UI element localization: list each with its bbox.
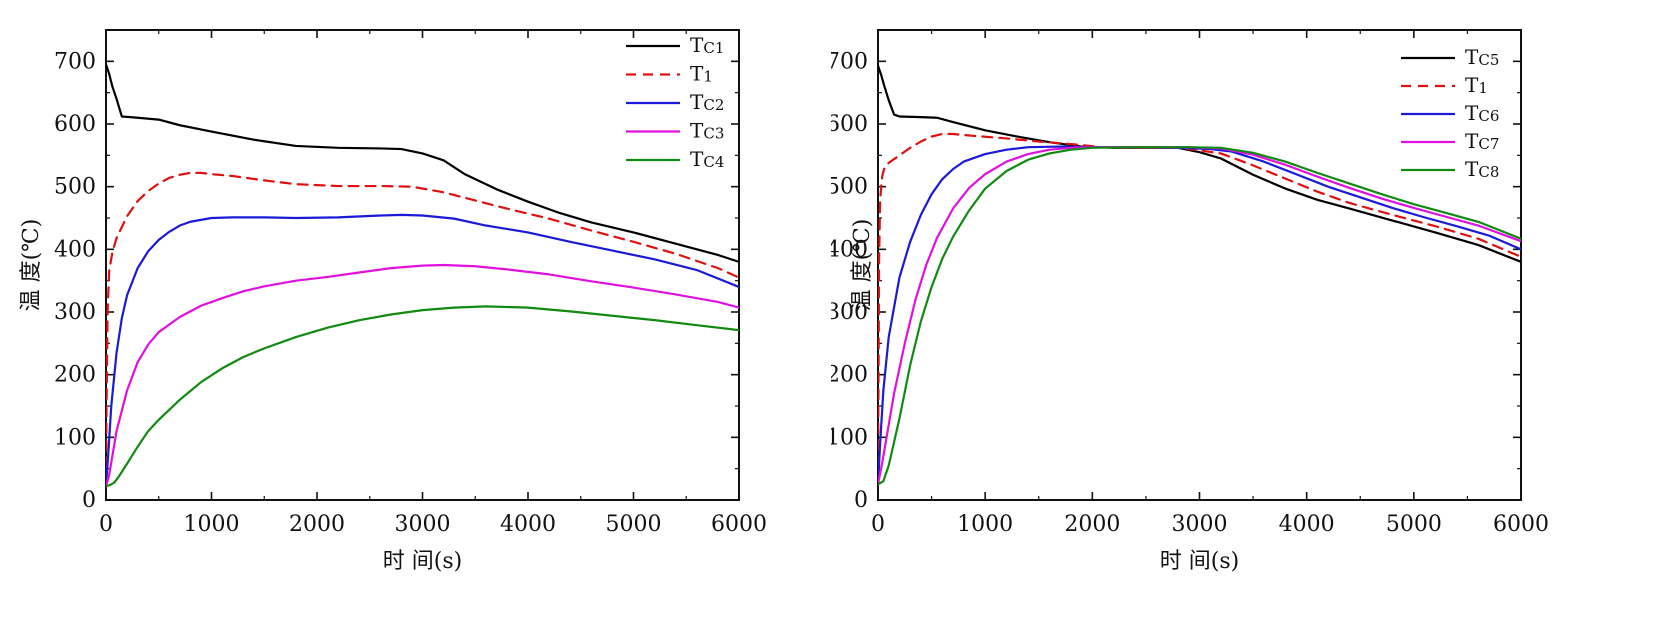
chart-panel-left: 0 1000 2000 3000 4000 5000 6000 0 100 200 300 400 50… bbox=[0, 0, 831, 618]
chart-1-y-tick-label-7: 700 bbox=[831, 49, 868, 74]
chart-1-y-tick-label-1: 100 bbox=[831, 425, 868, 450]
chart-1-x-tick-label-3: 3000 bbox=[1172, 512, 1228, 537]
chart-0-series-line-2 bbox=[106, 213, 739, 488]
chart-1-legend-label-1: T1 bbox=[1465, 73, 1488, 98]
chart-0-legend: TC1 T1 TC2 TC3 TC4 bbox=[626, 33, 724, 172]
chart-1-x-tick-label-0: 0 bbox=[871, 512, 885, 537]
chart-0-x-tick-label-6: 6000 bbox=[711, 512, 767, 537]
chart-0-legend-label-0: TC1 bbox=[690, 33, 724, 58]
chart-panel-right: 0 1000 2000 3000 4000 5000 6000 0 100 200 300 400 50… bbox=[831, 0, 1662, 618]
chart-1-legend-label-4: TC8 bbox=[1465, 157, 1499, 182]
chart-0-plot-area bbox=[106, 63, 739, 488]
chart-1-y-tick-label-3: 300 bbox=[831, 300, 868, 325]
chart-0-y-tick-label-1: 100 bbox=[54, 425, 96, 450]
chart-1-y-tick-label-4: 400 bbox=[831, 237, 868, 262]
chart-1-y-tick-label-2: 200 bbox=[831, 363, 868, 388]
chart-0-legend-label-1: T1 bbox=[690, 61, 713, 86]
chart-right: 0 1000 2000 3000 4000 5000 6000 0 100 200 300 400 50… bbox=[831, 0, 1662, 618]
chart-0-y-tick-label-6: 600 bbox=[54, 112, 96, 137]
chart-left: 0 1000 2000 3000 4000 5000 6000 0 100 200 300 400 50… bbox=[0, 0, 831, 618]
chart-1-legend-label-2: TC6 bbox=[1465, 101, 1499, 126]
chart-1-plot-area bbox=[878, 64, 1521, 486]
chart-1-x-tick-label-2: 2000 bbox=[1064, 512, 1120, 537]
chart-1-x-tick-label-1: 1000 bbox=[957, 512, 1013, 537]
chart-0-x-tick-label-0: 0 bbox=[99, 512, 113, 537]
chart-0-legend-label-2: TC2 bbox=[690, 90, 724, 115]
chart-0-series-line-3 bbox=[106, 263, 739, 488]
chart-1-legend-label-3: TC7 bbox=[1465, 129, 1499, 154]
chart-0-y-axis-title: 温 度(℃) bbox=[19, 219, 44, 312]
chart-0-y-tick-label-0: 0 bbox=[82, 488, 96, 513]
chart-1-series-line-1 bbox=[878, 132, 1521, 486]
chart-1-y-tick-label-6: 600 bbox=[831, 112, 868, 137]
chart-1-x-tick-label-6: 6000 bbox=[1493, 512, 1549, 537]
chart-0-series-line-4 bbox=[106, 305, 739, 488]
chart-0-series-line-1 bbox=[106, 171, 739, 486]
chart-1-series-line-4 bbox=[878, 146, 1521, 486]
chart-1-series-line-2 bbox=[878, 145, 1521, 486]
chart-1-x-axis-title: 时 间(s) bbox=[1160, 549, 1239, 574]
chart-1-y-axis-title: 温 度(℃) bbox=[850, 219, 875, 312]
chart-0-y-tick-label-3: 300 bbox=[54, 300, 96, 325]
chart-1-series-line-3 bbox=[878, 146, 1521, 486]
chart-0-x-axis-title: 时 间(s) bbox=[383, 549, 462, 574]
chart-0-x-tick-label-5: 5000 bbox=[606, 512, 662, 537]
chart-0-series-line-0 bbox=[106, 63, 739, 263]
chart-0-x-tick-label-2: 2000 bbox=[289, 512, 345, 537]
chart-1-background bbox=[831, 0, 1662, 618]
chart-0-y-tick-label-2: 200 bbox=[54, 363, 96, 388]
chart-0-x-tick-label-1: 1000 bbox=[184, 512, 240, 537]
chart-1-x-tick-label-5: 5000 bbox=[1386, 512, 1442, 537]
chart-0-x-tick-label-3: 3000 bbox=[395, 512, 451, 537]
chart-0-legend-label-4: TC4 bbox=[690, 147, 724, 172]
chart-0-background bbox=[0, 0, 831, 618]
chart-0-y-tick-label-4: 400 bbox=[54, 237, 96, 262]
chart-1-x-tick-label-4: 4000 bbox=[1279, 512, 1335, 537]
chart-0-y-tick-label-5: 500 bbox=[54, 175, 96, 200]
chart-1-y-tick-label-5: 500 bbox=[831, 175, 868, 200]
chart-0-legend-label-3: TC3 bbox=[690, 118, 724, 143]
chart-1-y-tick-label-0: 0 bbox=[854, 488, 868, 513]
chart-1-legend: TC5 T1 TC6 TC7 TC8 bbox=[1401, 45, 1499, 182]
chart-0-x-tick-label-4: 4000 bbox=[500, 512, 556, 537]
chart-0-y-tick-label-7: 700 bbox=[54, 49, 96, 74]
chart-1-legend-label-0: TC5 bbox=[1465, 45, 1499, 70]
